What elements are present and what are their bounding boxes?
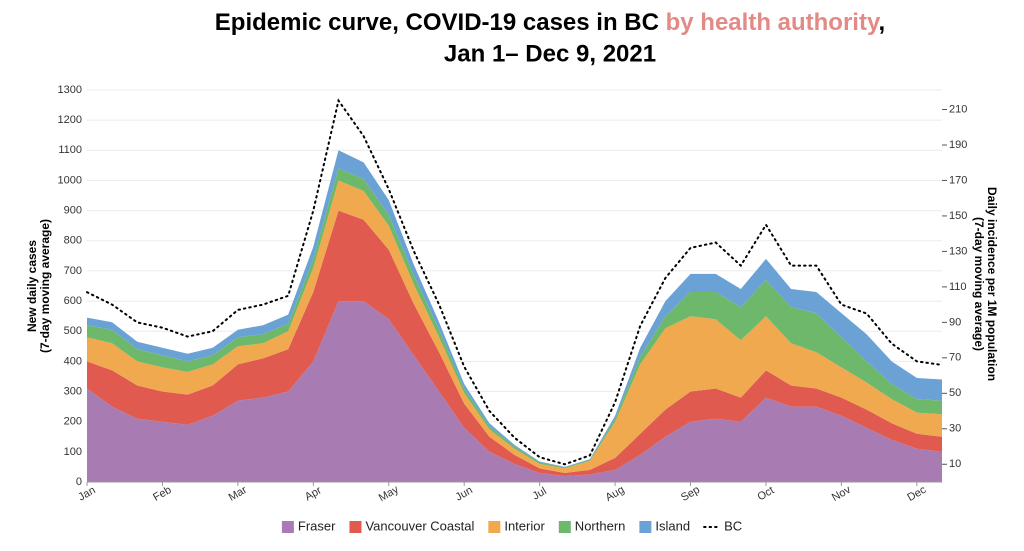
legend-label: BC [724, 518, 742, 533]
y-axis-title: New daily cases [25, 240, 39, 332]
x-tick-label: Feb [151, 484, 173, 504]
bc-line [86, 98, 943, 466]
y-tick-label: 300 [64, 385, 82, 397]
y2-tick-label: 190 [949, 139, 967, 151]
y-tick-label: 1300 [58, 84, 82, 96]
y-tick-label: 100 [64, 446, 82, 458]
x-tick-label: Aug [604, 484, 627, 504]
chart-title: Epidemic curve, COVID-19 cases in BC by … [215, 9, 885, 36]
y-tick-label: 500 [64, 325, 82, 337]
title-end: , [879, 9, 886, 36]
y2-tick-label: 130 [949, 245, 967, 257]
x-tick-label: Nov [830, 484, 853, 504]
y-tick-label: 800 [64, 235, 82, 247]
y2-tick-label: 30 [949, 423, 961, 435]
y2-tick-label: 50 [949, 387, 961, 399]
y2-tick-label: 150 [949, 210, 967, 222]
y2-tick-label: 170 [949, 174, 967, 186]
y-tick-label: 200 [64, 416, 82, 428]
y-tick-label: 600 [64, 295, 82, 307]
x-tick-label: Jun [453, 484, 474, 503]
x-tick-label: Apr [303, 484, 324, 503]
y-tick-label: 900 [64, 205, 82, 217]
title-highlight: by health authority [666, 9, 881, 36]
y-tick-label: 0 [76, 476, 82, 488]
y2-axis-title: (7-day moving average) [972, 217, 986, 351]
x-tick-label: Sep [679, 484, 702, 504]
y2-tick-label: 210 [949, 103, 967, 115]
area [87, 301, 942, 482]
y2-axis-title: Daily incidence per 1M population [985, 187, 999, 381]
area [87, 168, 942, 469]
legend-label: Interior [504, 518, 545, 533]
legend: Fraser Vancouver Coastal Interior Northern I… [281, 518, 742, 533]
legend-swatch [349, 521, 362, 533]
area [87, 210, 942, 476]
legend-swatch [558, 521, 571, 533]
legend-swatch [281, 521, 294, 533]
area [87, 180, 942, 473]
x-tick-label: May [377, 483, 401, 504]
y-tick-label: 400 [64, 355, 82, 367]
y-tick-label: 1000 [58, 174, 82, 186]
y2-tick-label: 110 [949, 281, 967, 293]
title-main: Epidemic curve, COVID-19 cases in BC [215, 9, 666, 36]
y2-tick-label: 10 [949, 458, 961, 470]
x-tick-label: Mar [227, 484, 250, 504]
y-tick-label: 1200 [58, 114, 82, 126]
y2-tick-label: 90 [949, 316, 961, 328]
legend-label: Northern [575, 518, 626, 533]
chart-subtitle: Jan 1– Dec 9, 2021 [444, 40, 656, 67]
legend-swatch [639, 521, 652, 533]
legend-label: Fraser [298, 518, 336, 533]
legend-label: Island [655, 518, 690, 533]
legend-label: Vancouver Coastal [365, 518, 474, 533]
y-axis-title: (7-day moving average) [38, 219, 52, 353]
x-tick-label: Oct [756, 484, 777, 503]
legend-swatch [488, 521, 501, 533]
y-tick-label: 700 [64, 265, 82, 277]
y-tick-label: 1100 [58, 144, 82, 156]
y2-tick-label: 70 [949, 352, 961, 364]
x-tick-label: Jul [531, 485, 549, 502]
x-tick-label: Dec [905, 484, 928, 504]
